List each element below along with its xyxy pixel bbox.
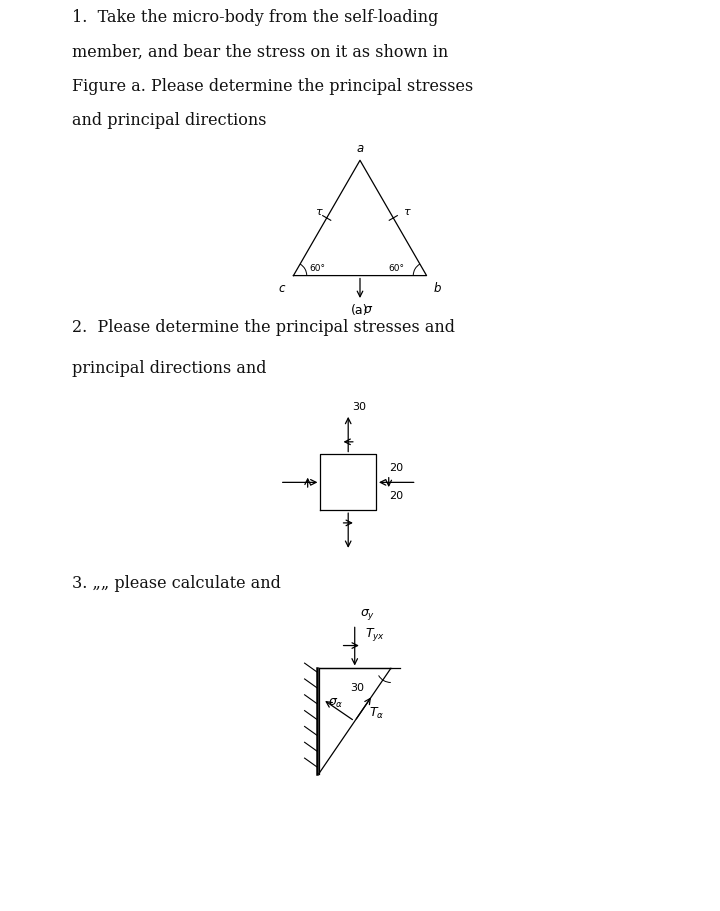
Text: and principal directions: and principal directions (72, 112, 266, 129)
Text: 30: 30 (352, 402, 366, 412)
Text: Figure a. Please determine the principal stresses: Figure a. Please determine the principal… (72, 77, 473, 95)
Text: $\sigma_\alpha$: $\sigma_\alpha$ (328, 696, 343, 709)
Text: 1.  Take the micro-body from the self-loading: 1. Take the micro-body from the self-loa… (72, 9, 438, 26)
Text: 60°: 60° (388, 263, 404, 272)
Text: b: b (433, 281, 441, 294)
Text: principal directions and: principal directions and (72, 359, 266, 376)
Text: τ: τ (402, 207, 410, 217)
Text: 3. „„ please calculate and: 3. „„ please calculate and (72, 574, 281, 591)
Text: $\sigma_y$: $\sigma_y$ (360, 606, 375, 621)
Text: 2.  Please determine the principal stresses and: 2. Please determine the principal stress… (72, 319, 455, 336)
Text: (a): (a) (351, 303, 369, 316)
Text: $T_\alpha$: $T_\alpha$ (369, 705, 384, 721)
Text: σ: σ (364, 302, 372, 316)
Text: 30: 30 (351, 681, 364, 691)
Text: a: a (356, 141, 364, 155)
Text: 60°: 60° (310, 263, 325, 272)
Text: member, and bear the stress on it as shown in: member, and bear the stress on it as sho… (72, 44, 449, 60)
Text: c: c (279, 281, 285, 294)
Text: 20: 20 (389, 490, 403, 500)
Text: 20: 20 (389, 462, 403, 472)
Text: $T_{yx}$: $T_{yx}$ (365, 625, 385, 642)
Text: τ: τ (315, 207, 322, 217)
